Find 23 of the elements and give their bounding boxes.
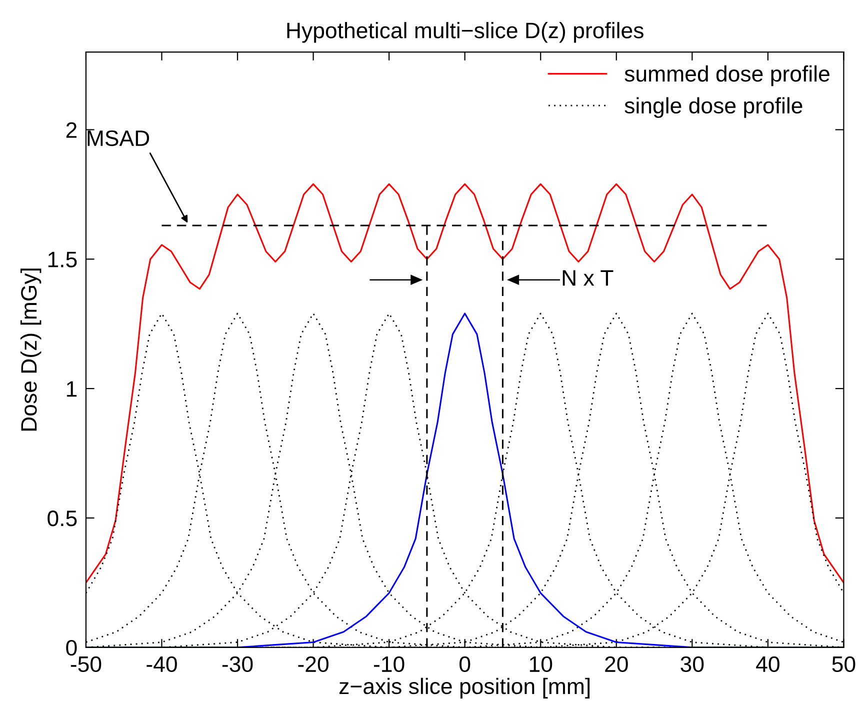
legend-label: single dose profile <box>624 97 802 118</box>
x-tick-label: 50 <box>832 656 856 672</box>
x-axis-title: z−axis slice position [mm] <box>339 678 590 699</box>
y-tick-label: 2 <box>66 122 77 138</box>
x-tick-label: 0 <box>460 656 470 672</box>
x-tick-label: -20 <box>298 656 328 672</box>
x-tick-label: 30 <box>680 656 704 672</box>
chart-title: Hypothetical multi−slice D(z) profiles <box>287 22 644 43</box>
legend-label: summed dose profile <box>624 65 830 86</box>
y-tick-label: 1 <box>66 381 77 397</box>
y-axis-title: Dose D(z) [mGy] <box>20 268 42 431</box>
x-tick-label: -10 <box>374 656 404 672</box>
annotation: MSAD <box>88 130 150 146</box>
x-tick-label: -30 <box>222 656 253 672</box>
x-tick-label: 10 <box>530 656 552 672</box>
x-tick-label: 20 <box>605 656 628 672</box>
y-tick-label: 1.5 <box>48 252 77 268</box>
y-tick-label: 0.5 <box>48 510 77 526</box>
x-tick-label: 40 <box>756 656 780 672</box>
y-tick-label: 0 <box>66 640 77 656</box>
annotation: N x T <box>562 270 614 286</box>
x-tick-label: -40 <box>146 656 177 672</box>
x-tick-label: -50 <box>70 656 102 672</box>
